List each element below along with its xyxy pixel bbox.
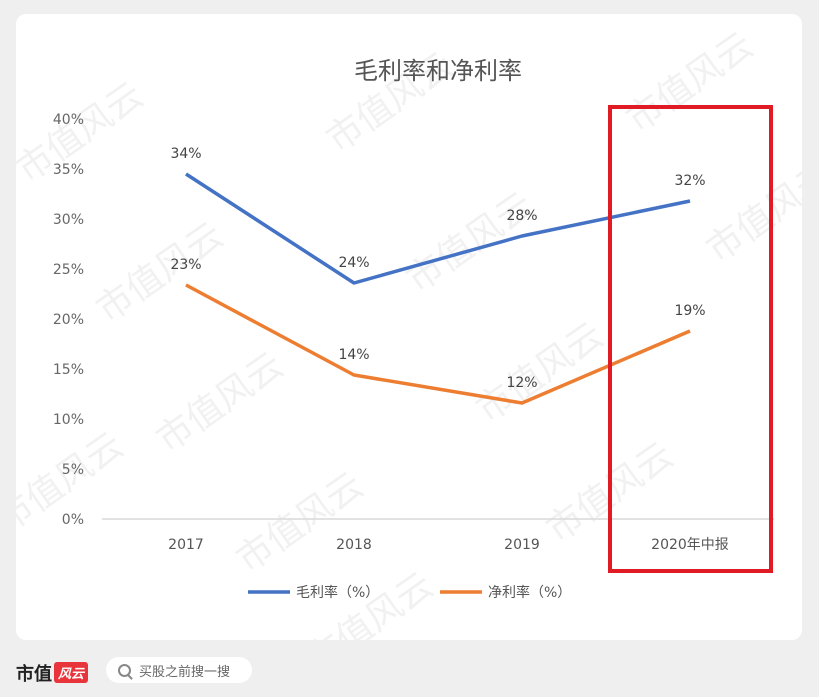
legend-label: 净利率（%）: [488, 584, 571, 601]
data-label: 28%: [506, 208, 537, 224]
y-tick-label: 35%: [53, 162, 84, 178]
search-icon: [118, 663, 131, 677]
data-label: 14%: [338, 347, 369, 363]
data-label: 19%: [674, 303, 705, 319]
footer-bar: 市值 风云 买股之前搜一搜: [0, 648, 819, 697]
brand-badge: 风云: [54, 662, 89, 683]
series-line: [185, 172, 691, 285]
data-label: 12%: [506, 375, 537, 391]
highlight-box: [608, 105, 773, 573]
y-tick-label: 0%: [62, 512, 84, 528]
y-tick-label: 25%: [53, 262, 84, 278]
brand-name: 市值: [16, 664, 52, 685]
y-tick-label: 5%: [62, 462, 84, 478]
search-placeholder: 买股之前搜一搜: [139, 664, 231, 680]
legend-label: 毛利率（%）: [296, 584, 379, 601]
y-tick-label: 10%: [53, 412, 84, 428]
x-tick-label: 2018: [336, 537, 372, 553]
chart-card: 市值风云 市值风云 市值风云 市值风云 市值风云 市值风云 市值风云 市值风云 …: [16, 14, 802, 640]
series-line: [185, 283, 691, 405]
x-tick-label: 2017: [168, 537, 204, 553]
chart-title: 毛利率和净利率: [354, 57, 522, 85]
x-tick-label: 2019: [504, 537, 540, 553]
y-tick-label: 20%: [53, 312, 84, 328]
y-tick-label: 40%: [53, 112, 84, 128]
y-tick-label: 30%: [53, 212, 84, 228]
search-input[interactable]: 买股之前搜一搜: [106, 657, 252, 683]
data-label: 23%: [170, 257, 201, 273]
brand-logo[interactable]: 市值 风云: [16, 660, 89, 686]
data-label: 32%: [674, 173, 705, 189]
x-tick-label: 2020年中报: [651, 537, 729, 553]
data-label: 34%: [170, 146, 201, 162]
line-chart: 毛利率和净利率 0% 5% 10% 15% 20% 25% 30% 35% 40% 2017 2018…: [53, 57, 774, 601]
data-label: 24%: [338, 255, 369, 271]
y-tick-label: 15%: [53, 362, 84, 378]
